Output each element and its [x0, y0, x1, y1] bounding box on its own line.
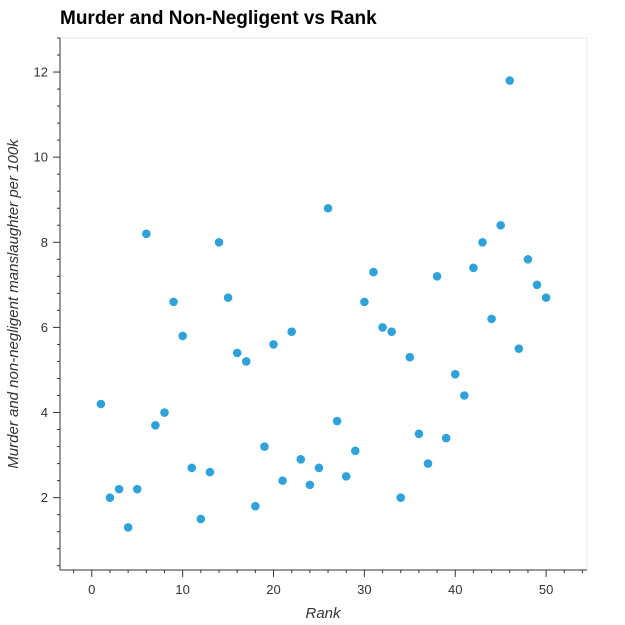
y-tick-label: 10	[34, 150, 48, 165]
y-tick-label: 6	[41, 320, 48, 335]
data-point	[214, 237, 224, 247]
data-point	[460, 391, 469, 400]
x-tick-label: 10	[175, 582, 189, 597]
data-point	[387, 327, 396, 336]
chart-title: Murder and Non-Negligent vs Rank	[60, 8, 377, 29]
data-point	[450, 369, 460, 379]
data-point	[151, 420, 160, 430]
plot-frame	[59, 37, 588, 571]
data-point	[514, 344, 524, 353]
data-point	[132, 484, 142, 494]
data-point	[251, 501, 260, 511]
y-axis-title: Murder and non-negligent manslaughter pe…	[5, 138, 22, 469]
x-tick-label: 0	[88, 582, 95, 597]
data-point	[196, 514, 206, 524]
data-point	[178, 331, 187, 341]
data-point	[496, 220, 505, 230]
data-point	[523, 255, 533, 264]
y-tick-label: 4	[41, 405, 48, 420]
data-point	[114, 484, 124, 494]
data-point	[487, 314, 496, 324]
data-point	[296, 455, 306, 464]
data-point	[396, 493, 406, 502]
data-point	[405, 352, 415, 362]
data-point	[360, 297, 369, 307]
data-point	[142, 229, 151, 239]
y-tick-label: 2	[41, 490, 48, 505]
data-point	[369, 267, 378, 277]
data-point	[323, 203, 333, 213]
data-point	[378, 323, 387, 332]
data-point	[441, 433, 451, 443]
data-point	[278, 476, 287, 485]
data-point	[123, 523, 133, 532]
data-point	[432, 272, 442, 281]
data-point	[541, 293, 551, 302]
data-point	[160, 408, 169, 417]
data-point	[105, 493, 115, 502]
data-point	[241, 357, 251, 366]
data-point	[232, 348, 242, 358]
data-point	[287, 327, 296, 336]
data-point	[205, 467, 215, 477]
data-point	[341, 472, 351, 481]
data-point	[505, 76, 515, 85]
data-point	[269, 340, 278, 349]
data-point	[478, 237, 487, 247]
data-point	[96, 399, 106, 409]
data-point	[260, 442, 269, 451]
data-point	[423, 459, 433, 468]
x-axis: 0 10 20 30 40 50	[60, 569, 587, 597]
y-tick-label: 8	[41, 235, 48, 250]
x-tick-label: 40	[448, 582, 462, 597]
x-tick-label: 30	[357, 582, 371, 597]
data-point	[169, 297, 178, 307]
data-point	[314, 463, 324, 473]
data-point	[305, 480, 315, 490]
data-point	[351, 446, 360, 456]
data-point	[532, 280, 542, 290]
x-axis-title: Rank	[305, 605, 342, 622]
data-point	[223, 293, 233, 302]
data-point	[414, 429, 424, 439]
data-points	[96, 76, 551, 532]
data-point	[332, 416, 342, 426]
y-axis: 2 4 6 8 10 12	[34, 37, 61, 570]
data-point	[469, 263, 478, 273]
y-tick-label: 12	[34, 65, 48, 80]
x-tick-label: 50	[539, 582, 553, 597]
x-tick-label: 20	[266, 582, 280, 597]
data-point	[187, 463, 197, 473]
